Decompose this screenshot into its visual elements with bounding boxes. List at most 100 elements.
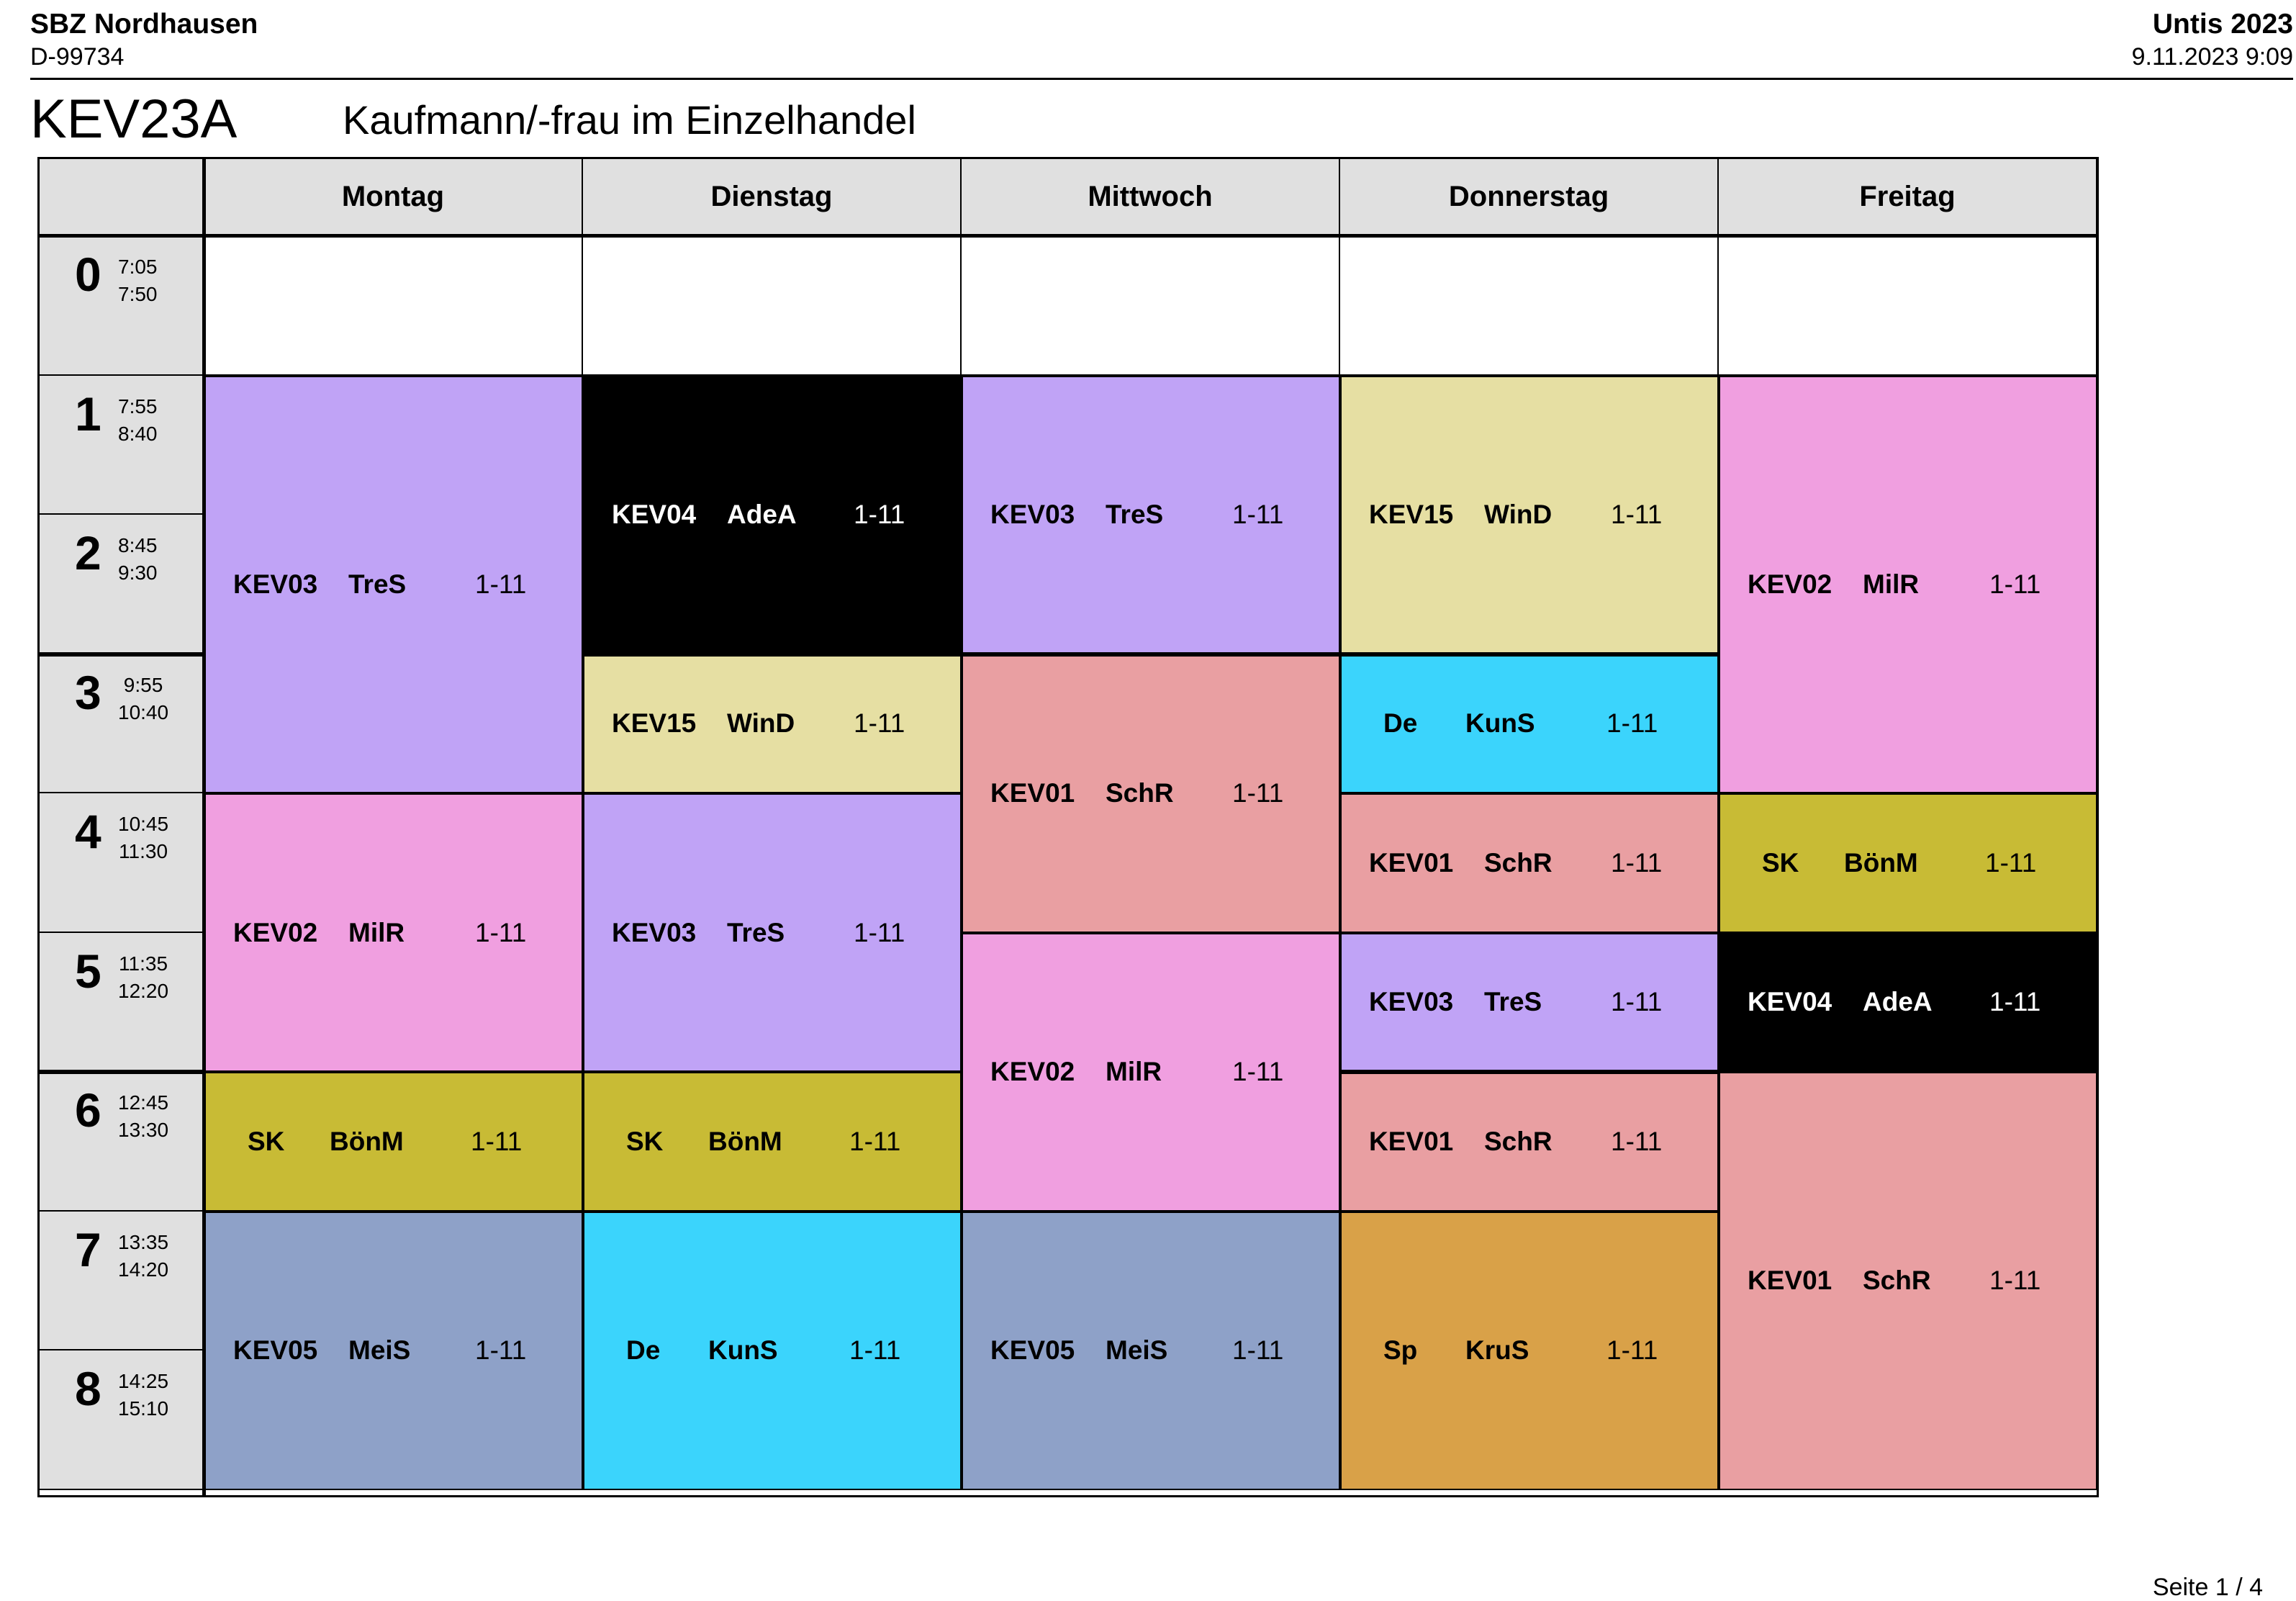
empty-cell bbox=[583, 236, 962, 376]
day-header-montag: Montag bbox=[204, 157, 583, 236]
lesson-subject: KEV03 bbox=[233, 569, 318, 599]
header-divider bbox=[37, 234, 2099, 238]
empty-cell bbox=[1340, 236, 1719, 376]
lesson-teacher: AdeA bbox=[727, 500, 797, 529]
lesson-block[interactable]: KEV01 SchR 1-11 bbox=[1340, 793, 1719, 933]
period-times: 7:05 7:50 bbox=[118, 253, 158, 308]
empty-cell bbox=[1719, 236, 2097, 376]
period-label-5: 5 11:35 12:20 bbox=[37, 932, 204, 1072]
lesson-teacher: SchR bbox=[1863, 1266, 1931, 1296]
lesson-teacher: BönM bbox=[330, 1126, 404, 1156]
lesson-teacher: SchR bbox=[1106, 778, 1174, 808]
period-times: 10:45 11:30 bbox=[118, 811, 168, 865]
lesson-block[interactable]: SK BönM 1-11 bbox=[1719, 793, 2097, 933]
lesson-teacher: TreS bbox=[348, 569, 407, 599]
lesson-block[interactable]: KEV01 SchR 1-11 bbox=[1340, 1072, 1719, 1212]
period-label-3: 3 9:55 10:40 bbox=[37, 654, 204, 793]
lesson-block[interactable]: KEV03 TreS 1-11 bbox=[1340, 932, 1719, 1072]
lesson-block[interactable]: SK BönM 1-11 bbox=[204, 1072, 583, 1212]
lesson-subject: KEV03 bbox=[1369, 987, 1454, 1017]
time-column-divider bbox=[202, 157, 206, 1497]
lesson-weeks: 1-11 bbox=[1989, 569, 2041, 599]
day-header-dienstag: Dienstag bbox=[583, 157, 962, 236]
period-number: 8 bbox=[75, 1362, 101, 1415]
lesson-block[interactable]: KEV03 TreS 1-11 bbox=[962, 375, 1340, 654]
lesson-block[interactable]: KEV02 MilR 1-11 bbox=[962, 932, 1340, 1212]
lesson-weeks: 1-11 bbox=[1232, 778, 1284, 808]
lesson-subject: KEV03 bbox=[612, 917, 697, 947]
lesson-teacher: KunS bbox=[1465, 708, 1535, 739]
lesson-block[interactable]: KEV01 SchR 1-11 bbox=[962, 654, 1340, 933]
school-id: D-99734 bbox=[30, 43, 125, 71]
period-times: 8:45 9:30 bbox=[118, 532, 158, 587]
lesson-subject: KEV02 bbox=[990, 1057, 1075, 1086]
period-end: 15:10 bbox=[118, 1397, 169, 1420]
period-start: 14:25 bbox=[118, 1370, 169, 1392]
empty-cell bbox=[204, 236, 583, 376]
lesson-block[interactable]: KEV01 SchR 1-11 bbox=[1719, 1072, 2097, 1490]
lesson-block[interactable]: KEV03 TreS 1-11 bbox=[204, 375, 583, 793]
lesson-block[interactable]: KEV05 MeiS 1-11 bbox=[962, 1211, 1340, 1490]
lesson-weeks: 1-11 bbox=[1611, 500, 1663, 529]
lesson-block[interactable]: KEV03 TreS 1-11 bbox=[583, 793, 962, 1072]
day-header-mittwoch: Mittwoch bbox=[962, 157, 1340, 236]
lesson-teacher: AdeA bbox=[1863, 987, 1933, 1017]
lesson-weeks: 1-11 bbox=[1232, 1335, 1284, 1365]
lesson-teacher: MilR bbox=[1106, 1057, 1162, 1086]
period-end: 11:30 bbox=[119, 840, 168, 862]
timetable-grid: Montag Dienstag Mittwoch Donnerstag Freitag 0… bbox=[37, 157, 2099, 1497]
lesson-weeks: 1-11 bbox=[854, 708, 905, 739]
empty-cell bbox=[962, 236, 1340, 376]
period-end: 14:20 bbox=[118, 1258, 169, 1281]
period-label-4: 4 10:45 11:30 bbox=[37, 793, 204, 933]
lesson-subject: KEV01 bbox=[1748, 1266, 1832, 1296]
lesson-weeks: 1-11 bbox=[1232, 1057, 1284, 1086]
period-number: 0 bbox=[75, 248, 101, 301]
lesson-block[interactable]: De KunS 1-11 bbox=[583, 1211, 962, 1490]
lesson-block[interactable]: KEV02 MilR 1-11 bbox=[204, 793, 583, 1072]
period-label-7: 7 13:35 14:20 bbox=[37, 1211, 204, 1350]
lesson-block[interactable]: KEV02 MilR 1-11 bbox=[1719, 375, 2097, 793]
lesson-subject: KEV01 bbox=[990, 778, 1075, 808]
period-number: 7 bbox=[75, 1222, 101, 1276]
lesson-teacher: MilR bbox=[348, 917, 405, 947]
lesson-subject: KEV15 bbox=[1369, 500, 1454, 529]
lesson-teacher: WinD bbox=[727, 708, 795, 739]
period-number: 3 bbox=[75, 665, 101, 719]
lesson-weeks: 1-11 bbox=[475, 569, 527, 599]
lesson-block[interactable]: KEV04 AdeA 1-11 bbox=[1719, 932, 2097, 1072]
app-name: Untis 2023 bbox=[2152, 9, 2293, 40]
lesson-block[interactable]: De KunS 1-11 bbox=[1340, 654, 1719, 793]
lesson-weeks: 1-11 bbox=[1989, 1266, 2041, 1296]
period-label-0: 0 7:05 7:50 bbox=[37, 236, 204, 376]
lesson-weeks: 1-11 bbox=[854, 500, 905, 529]
lesson-block[interactable]: KEV15 WinD 1-11 bbox=[583, 654, 962, 793]
lesson-block[interactable]: Sp KruS 1-11 bbox=[1340, 1211, 1719, 1490]
lesson-subject: Sp bbox=[1383, 1335, 1418, 1365]
school-name: SBZ Nordhausen bbox=[30, 9, 258, 40]
lesson-weeks: 1-11 bbox=[1611, 1126, 1663, 1156]
lesson-teacher: SchR bbox=[1484, 1126, 1552, 1156]
lesson-teacher: KunS bbox=[708, 1335, 778, 1365]
lesson-weeks: 1-11 bbox=[1232, 500, 1284, 529]
lesson-block[interactable]: KEV04 AdeA 1-11 bbox=[583, 375, 962, 654]
lesson-weeks: 1-11 bbox=[1606, 708, 1658, 739]
period-start: 11:35 bbox=[119, 952, 168, 975]
grid-corner bbox=[37, 157, 204, 236]
lesson-block[interactable]: KEV05 MeiS 1-11 bbox=[204, 1211, 583, 1490]
lesson-teacher: MilR bbox=[1863, 569, 1920, 599]
break-divider-1 bbox=[37, 651, 204, 657]
period-end: 7:50 bbox=[118, 283, 158, 305]
lesson-block[interactable]: SK BönM 1-11 bbox=[583, 1072, 962, 1212]
period-times: 14:25 15:10 bbox=[118, 1368, 168, 1422]
period-label-8: 8 14:25 15:10 bbox=[37, 1350, 204, 1490]
period-times: 7:55 8:40 bbox=[118, 393, 158, 448]
lesson-weeks: 1-11 bbox=[1606, 1335, 1658, 1365]
lesson-subject: SK bbox=[248, 1126, 285, 1156]
period-number: 6 bbox=[75, 1083, 101, 1137]
lesson-block[interactable]: KEV15 WinD 1-11 bbox=[1340, 375, 1719, 654]
lesson-subject: KEV05 bbox=[990, 1335, 1075, 1365]
period-number: 5 bbox=[75, 944, 101, 998]
lesson-subject: KEV03 bbox=[990, 500, 1075, 529]
period-number: 2 bbox=[75, 526, 101, 579]
